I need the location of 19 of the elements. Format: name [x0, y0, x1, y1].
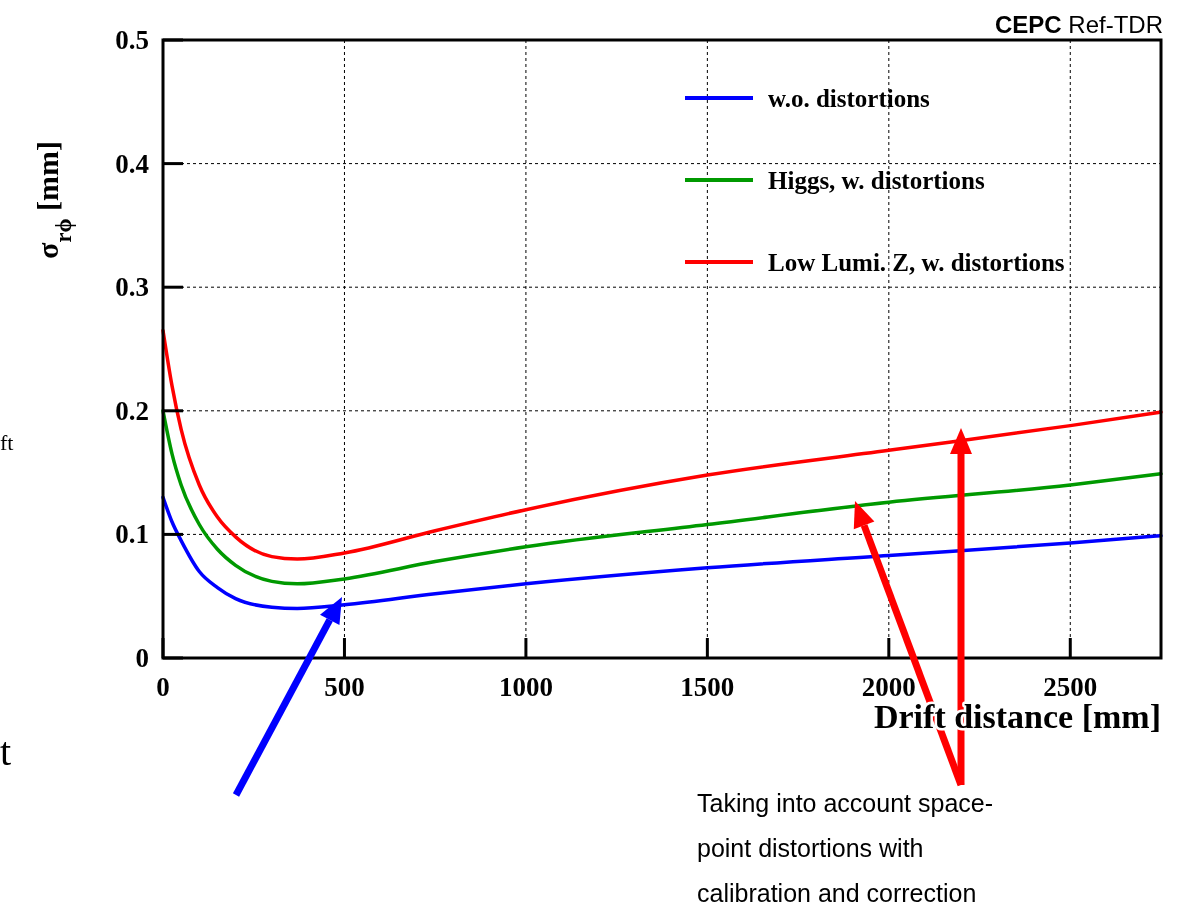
x-tick-label: 1000 — [498, 672, 553, 702]
y-tick-label: 0 — [135, 643, 149, 673]
text: Taking into account space-point distortions with calibration and correction — [697, 789, 994, 906]
legend-label: Higgs, w. distortions — [768, 167, 985, 194]
y-tick-label: 0.1 — [115, 519, 149, 550]
x-tick-label: 1500 — [680, 672, 735, 702]
x-tick-label: 2500 — [1043, 672, 1098, 702]
y-tick-label: 0.5 — [115, 25, 149, 55]
text: CEPC Ref-TDR — [994, 11, 1163, 38]
legend-label: w.o. distortions — [768, 85, 931, 112]
x-tick-label: 0 — [156, 672, 170, 702]
y-tick-label: 0.4 — [115, 148, 149, 179]
legend-label: Low Lumi. Z, w. distortions — [768, 249, 1065, 276]
y-tick-label: 0.3 — [115, 272, 149, 303]
text: ft — [0, 430, 14, 455]
x-tick-label: 500 — [324, 672, 365, 702]
y-tick-label: 0.2 — [115, 395, 149, 426]
x-tick-label: 2000 — [861, 672, 916, 702]
text: t — [0, 729, 12, 774]
